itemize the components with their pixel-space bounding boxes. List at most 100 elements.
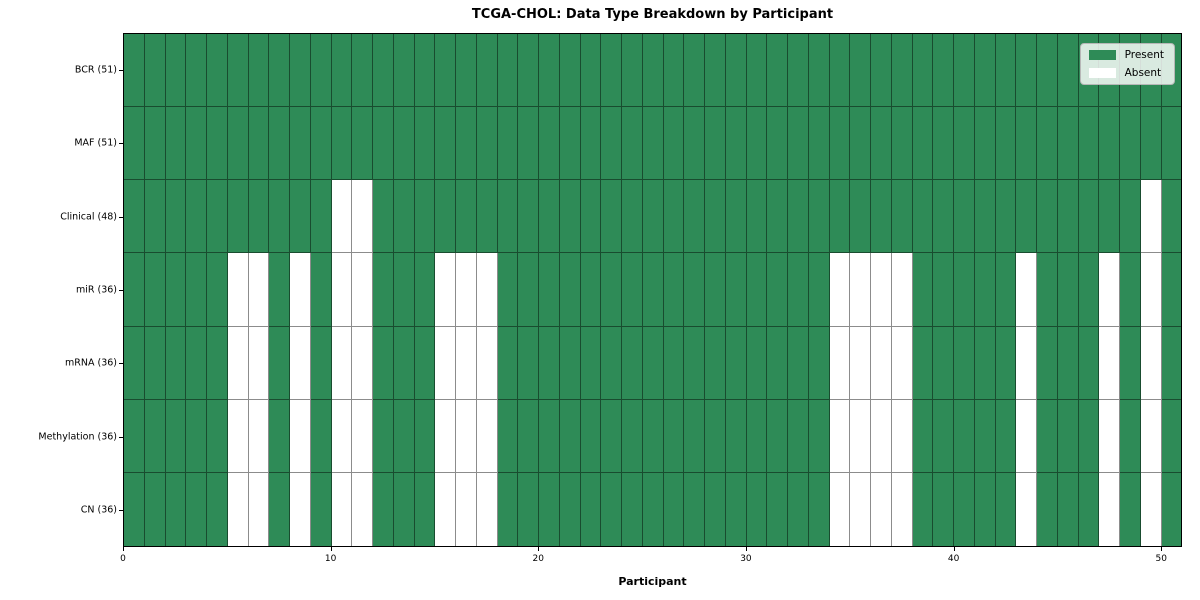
heatmap-cell <box>227 472 249 546</box>
heatmap-cell <box>559 326 581 400</box>
heatmap-cell <box>518 180 539 254</box>
heatmap-cell <box>622 472 643 546</box>
heatmap-cell <box>601 107 622 181</box>
heatmap-cell <box>1057 399 1079 473</box>
heatmap-cell <box>248 399 270 473</box>
heatmap-cell <box>746 472 768 546</box>
heatmap-cell <box>725 326 747 400</box>
heatmap-cell <box>1016 399 1037 473</box>
heatmap-cell <box>559 34 581 108</box>
heatmap-cell <box>829 180 851 254</box>
heatmap-cell <box>725 180 747 254</box>
x-tick-mark <box>330 547 332 551</box>
heatmap-cell <box>891 34 913 108</box>
heatmap-cell <box>808 180 830 254</box>
heatmap-cell <box>808 34 830 108</box>
heatmap-cell <box>144 326 166 400</box>
heatmap-cell <box>269 253 290 327</box>
heatmap-cell <box>746 34 768 108</box>
heatmap-cell <box>518 472 539 546</box>
heatmap-cell <box>1037 326 1058 400</box>
heatmap-cell <box>352 326 373 400</box>
heatmap-cell <box>373 472 394 546</box>
heatmap-cell <box>435 34 456 108</box>
heatmap-cell <box>746 253 768 327</box>
heatmap-cell <box>891 399 913 473</box>
heatmap-cell <box>954 253 975 327</box>
heatmap-cell <box>269 180 290 254</box>
heatmap-cell <box>954 34 975 108</box>
x-tick-mark <box>953 547 955 551</box>
heatmap-cell <box>1078 180 1100 254</box>
heatmap-cell <box>1161 253 1182 327</box>
x-tick-label: 20 <box>532 554 545 564</box>
heatmap-cell <box>393 107 415 181</box>
heatmap-cell <box>684 253 705 327</box>
heatmap-cell <box>269 107 290 181</box>
heatmap-cell <box>601 399 622 473</box>
heatmap-cell <box>954 107 975 181</box>
legend-entry-absent: Absent <box>1088 67 1164 79</box>
y-tick-mark <box>119 143 123 145</box>
heatmap-cell <box>497 180 519 254</box>
heatmap-cell <box>684 326 705 400</box>
x-axis-title: Participant <box>618 575 687 588</box>
heatmap-cell <box>497 399 519 473</box>
y-tick-label: CN (36) <box>80 504 117 516</box>
heatmap-cell <box>1057 326 1079 400</box>
heatmap-cell <box>207 326 228 400</box>
heatmap-cell <box>663 472 685 546</box>
heatmap-cell <box>850 180 871 254</box>
heatmap-cell <box>995 399 1017 473</box>
heatmap-cell <box>788 253 809 327</box>
heatmap-cell <box>539 326 560 400</box>
heatmap-cell <box>995 34 1017 108</box>
heatmap-cell <box>995 180 1017 254</box>
heatmap-cell <box>891 180 913 254</box>
heatmap-cell <box>1161 472 1182 546</box>
heatmap-cell <box>476 399 498 473</box>
heatmap-cell <box>725 253 747 327</box>
heatmap-cell <box>767 399 788 473</box>
x-tick-mark <box>538 547 540 551</box>
heatmap-cell <box>393 253 415 327</box>
heatmap-cell <box>767 180 788 254</box>
heatmap-cell <box>331 180 353 254</box>
heatmap-cell <box>725 472 747 546</box>
heatmap-cell <box>808 326 830 400</box>
heatmap-cell <box>684 34 705 108</box>
heatmap-cell <box>871 326 892 400</box>
heatmap-cell <box>165 180 187 254</box>
heatmap-cell <box>788 180 809 254</box>
heatmap-cell <box>746 180 768 254</box>
heatmap-cell <box>995 326 1017 400</box>
heatmap-cell <box>1078 253 1100 327</box>
heatmap-cell <box>705 472 726 546</box>
heatmap-cell <box>912 472 934 546</box>
heatmap-cell <box>767 472 788 546</box>
heatmap-cell <box>622 107 643 181</box>
heatmap-cell <box>124 399 145 473</box>
heatmap-cell <box>456 253 477 327</box>
x-tick-label: 0 <box>120 554 126 564</box>
heatmap-cell <box>207 180 228 254</box>
heatmap-cell <box>642 326 664 400</box>
heatmap-cell <box>622 34 643 108</box>
heatmap-cell <box>974 34 996 108</box>
heatmap-cell <box>414 34 436 108</box>
heatmap-cell <box>1057 34 1079 108</box>
heatmap-cell <box>580 180 602 254</box>
heatmap-cell <box>290 326 311 400</box>
heatmap-cell <box>435 253 456 327</box>
heatmap-cell <box>414 107 436 181</box>
heatmap-cell <box>663 253 685 327</box>
heatmap-cell <box>933 472 954 546</box>
heatmap-cell <box>850 253 871 327</box>
heatmap-cell <box>891 107 913 181</box>
heatmap-cell <box>124 326 145 400</box>
heatmap-cell <box>891 326 913 400</box>
x-tick-label: 40 <box>947 554 960 564</box>
heatmap-cell <box>1057 180 1079 254</box>
heatmap-cell <box>352 180 373 254</box>
